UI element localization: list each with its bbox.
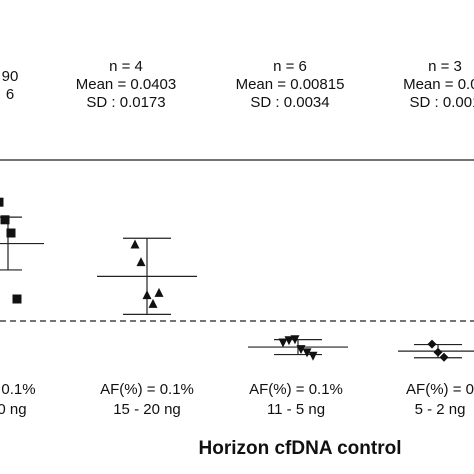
stats-n-4: n = 3 bbox=[428, 58, 462, 75]
data-point-4-3 bbox=[439, 352, 449, 362]
stats-mean-3: Mean = 0.00815 bbox=[235, 76, 345, 93]
x-tick-line2-1: 0 ng bbox=[0, 401, 27, 418]
stats-group-1: 90 6 bbox=[2, 68, 19, 104]
data-point-3-6 bbox=[308, 351, 318, 361]
data-point-1-1 bbox=[0, 197, 4, 207]
data-point-2-2 bbox=[136, 257, 146, 267]
data-point-1-4 bbox=[12, 294, 22, 304]
stats-group-3: n = 6 Mean = 0.00815 SD : 0.0034 bbox=[236, 58, 345, 112]
stats-mean-4: Mean = 0.00 bbox=[403, 76, 474, 93]
stats-mean-1: 90 bbox=[1, 68, 19, 85]
data-point-3-5 bbox=[302, 348, 312, 358]
data-point-1-3 bbox=[6, 228, 16, 238]
stats-n-2: n = 4 bbox=[109, 58, 143, 75]
chart-marks bbox=[0, 197, 474, 362]
data-point-2-3 bbox=[142, 290, 152, 300]
x-axis-title: Horizon cfDNA control bbox=[198, 438, 402, 459]
data-point-2-5 bbox=[154, 287, 164, 297]
x-tick-line1-3: AF(%) = 0.1% bbox=[249, 381, 343, 398]
stats-sd-3: SD : 0.0034 bbox=[250, 94, 330, 111]
data-point-4-1 bbox=[427, 339, 437, 349]
x-tick-label-2: AF(%) = 0.1% 15 - 20 ng bbox=[100, 380, 194, 420]
x-tick-line1-4: AF(%) = 0 bbox=[406, 381, 474, 398]
x-tick-line2-3: 11 - 5 ng bbox=[266, 401, 326, 418]
data-point-3-1 bbox=[278, 338, 288, 348]
data-point-4-2 bbox=[433, 347, 443, 357]
stats-mean-2: Mean = 0.0403 bbox=[75, 76, 177, 93]
x-tick-line1-2: AF(%) = 0.1% bbox=[100, 381, 194, 398]
stats-group-4: n = 3 Mean = 0.00 SD : 0.001 bbox=[403, 58, 474, 112]
stats-sd-2: SD : 0.0173 bbox=[86, 94, 166, 111]
data-point-3-2 bbox=[284, 336, 294, 346]
x-tick-line2-2: 15 - 20 ng bbox=[113, 401, 181, 418]
x-tick-label-1: = 0.1% 0 ng bbox=[0, 380, 36, 420]
stats-sd-4: SD : 0.001 bbox=[409, 94, 474, 111]
stats-group-2: n = 4 Mean = 0.0403 SD : 0.0173 bbox=[76, 58, 177, 112]
x-tick-label-4: AF(%) = 0 5 - 2 ng bbox=[406, 380, 474, 420]
data-point-1-2 bbox=[0, 215, 10, 225]
data-point-2-1 bbox=[130, 239, 140, 249]
stats-n-3: n = 6 bbox=[273, 58, 307, 75]
x-tick-label-3: AF(%) = 0.1% 11 - 5 ng bbox=[249, 380, 343, 420]
data-point-3-4 bbox=[296, 345, 306, 355]
data-point-2-4 bbox=[148, 298, 158, 308]
stats-sd-1: 6 bbox=[5, 86, 15, 103]
x-tick-line2-4: 5 - 2 ng bbox=[414, 401, 466, 418]
data-point-3-3 bbox=[290, 335, 300, 345]
x-tick-line1-1: = 0.1% bbox=[0, 381, 36, 398]
